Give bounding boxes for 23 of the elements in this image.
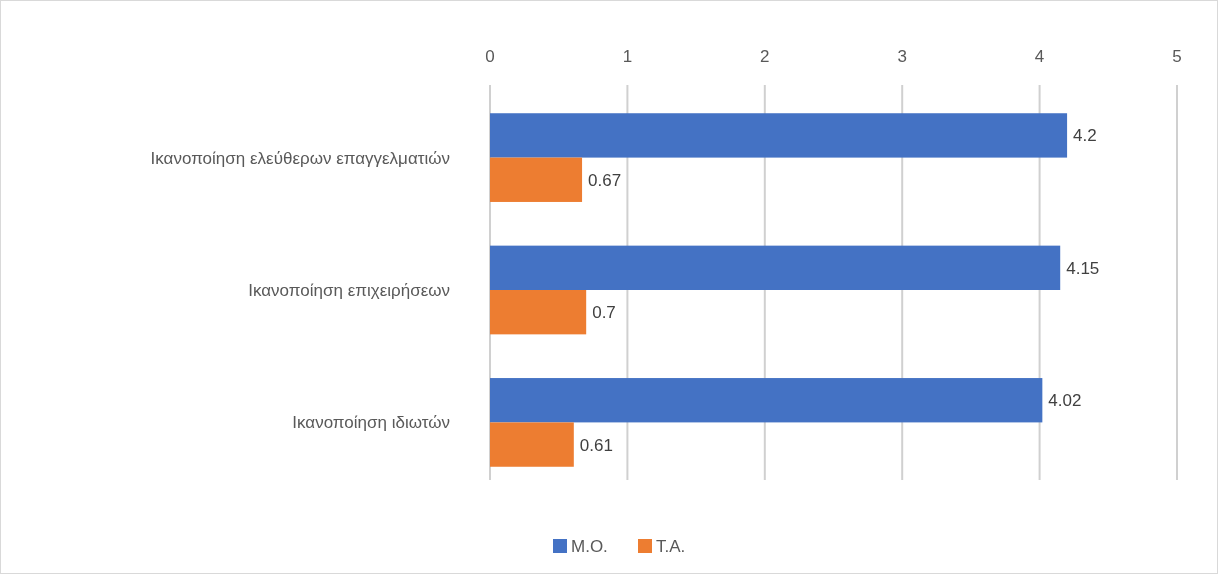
data-label: 4.02 [1048, 391, 1082, 411]
x-tick-label: 2 [760, 47, 770, 66]
bar [490, 290, 587, 335]
y-tick-label: Ικανοποίηση ελεύθερων επαγγελματιών [150, 148, 450, 168]
bar [490, 113, 1068, 158]
data-label: 0.7 [592, 303, 616, 323]
x-tick-label: 0 [485, 47, 495, 66]
bar [490, 245, 1061, 290]
y-tick-label: Ικανοποίηση επιχειρήσεων [248, 281, 450, 300]
x-tick-label: 4 [1034, 47, 1045, 66]
y-tick-label: Ικανοποίηση ιδιωτών [292, 413, 450, 433]
x-tick-label: 5 [1172, 47, 1182, 66]
legend-label: Μ.Ο. [571, 537, 608, 556]
x-tick-label: 1 [622, 47, 633, 66]
data-label: 0.67 [588, 170, 622, 190]
bar [490, 422, 574, 467]
legend-label: Τ.Α. [656, 537, 686, 556]
data-label: 4.15 [1066, 258, 1100, 278]
bar [490, 157, 583, 202]
data-label: 4.2 [1073, 126, 1097, 146]
data-label: 0.61 [579, 435, 613, 455]
bar [490, 378, 1043, 423]
x-tick-label: 3 [897, 47, 907, 66]
